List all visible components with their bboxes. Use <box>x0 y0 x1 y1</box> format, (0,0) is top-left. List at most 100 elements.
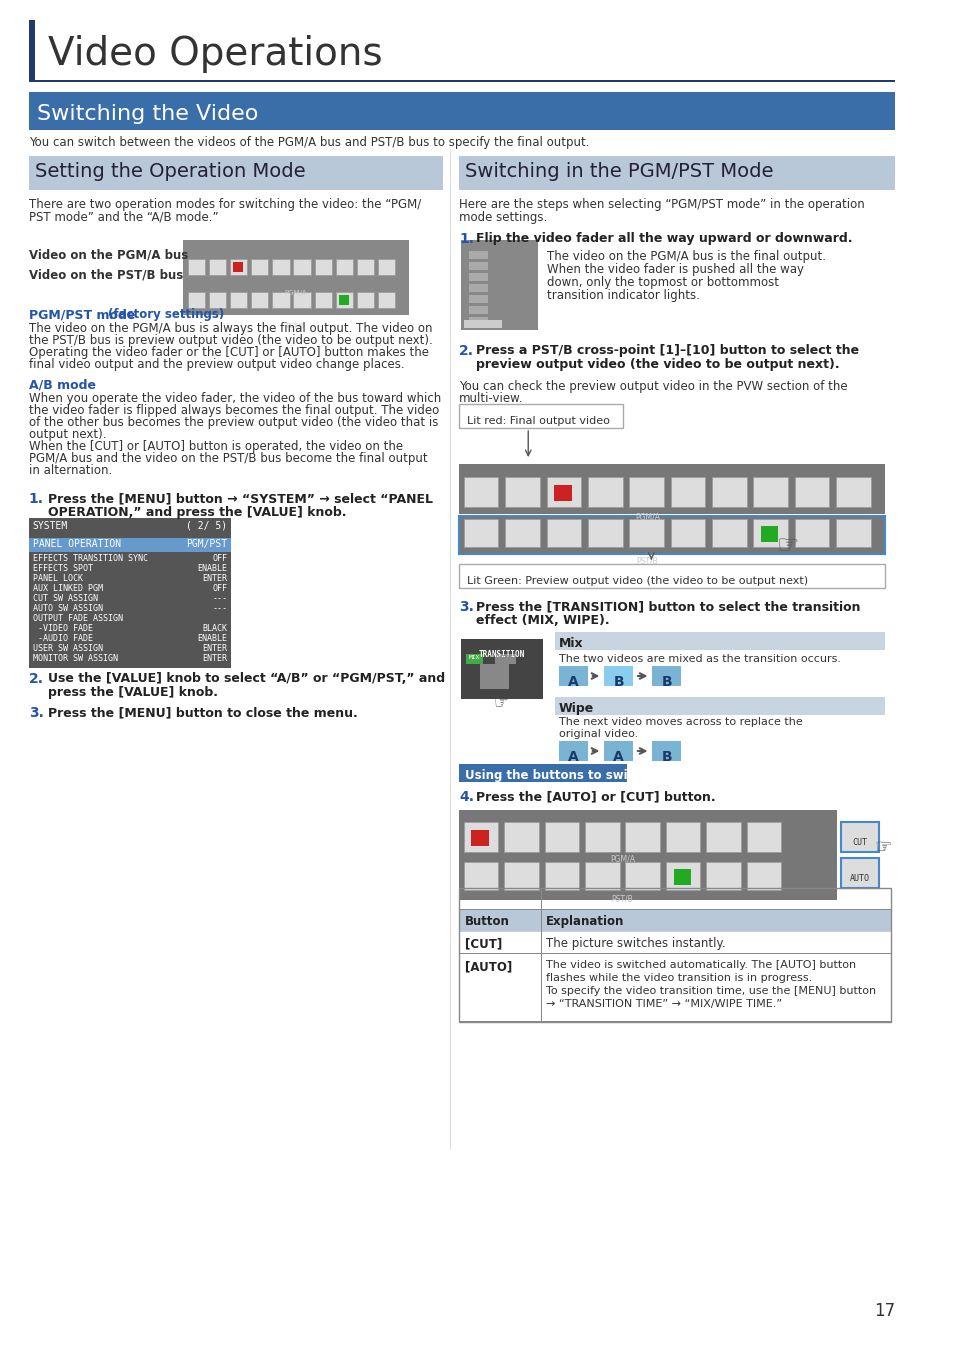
Bar <box>294 259 311 275</box>
Bar <box>753 477 787 508</box>
Text: The video on the PGM/A bus is the final output.: The video on the PGM/A bus is the final … <box>547 250 825 263</box>
Text: A: A <box>613 751 623 764</box>
Text: MIX: MIX <box>468 655 479 660</box>
Bar <box>251 292 268 308</box>
Text: You can check the preview output video in the PVW section of the: You can check the preview output video i… <box>458 379 846 393</box>
Bar <box>463 863 497 890</box>
Bar <box>458 810 836 900</box>
Text: AUTO: AUTO <box>849 873 869 883</box>
Bar <box>335 259 353 275</box>
Text: MONITOR SW ASSIGN: MONITOR SW ASSIGN <box>32 653 117 663</box>
Bar <box>711 518 746 547</box>
Text: PGM/PST mode: PGM/PST mode <box>29 308 139 321</box>
Bar <box>546 518 580 547</box>
Bar <box>558 741 587 761</box>
Text: mode settings.: mode settings. <box>458 211 547 224</box>
Bar <box>505 477 539 508</box>
Bar <box>463 518 497 547</box>
Text: A: A <box>567 751 578 764</box>
Bar <box>251 259 268 275</box>
Bar <box>209 292 226 308</box>
Text: PGM/A: PGM/A <box>284 290 306 296</box>
Text: [AUTO]: [AUTO] <box>464 960 512 973</box>
Bar <box>335 292 353 308</box>
Bar <box>460 240 537 329</box>
Bar <box>760 526 778 541</box>
Bar <box>625 863 659 890</box>
Text: PST/B: PST/B <box>636 556 658 566</box>
Text: ( 2/ 5): ( 2/ 5) <box>186 521 227 531</box>
Bar <box>625 822 659 852</box>
Text: CUT SW ASSIGN: CUT SW ASSIGN <box>32 594 97 603</box>
Text: When the video fader is pushed all the way: When the video fader is pushed all the w… <box>547 263 803 275</box>
Text: preview output video (the video to be output next).: preview output video (the video to be ou… <box>476 358 839 371</box>
Text: When the [CUT] or [AUTO] button is operated, the video on the: When the [CUT] or [AUTO] button is opera… <box>29 440 402 454</box>
Bar <box>377 292 395 308</box>
Bar <box>356 259 374 275</box>
Text: Press the [TRANSITION] button to select the transition: Press the [TRANSITION] button to select … <box>476 599 860 613</box>
Text: 4.: 4. <box>458 790 474 805</box>
Text: → “TRANSITION TIME” → “MIX/WIPE TIME.”: → “TRANSITION TIME” → “MIX/WIPE TIME.” <box>545 999 781 1008</box>
Bar <box>294 292 311 308</box>
Bar <box>746 822 781 852</box>
Text: PGM/A: PGM/A <box>609 855 635 863</box>
Text: Press the [MENU] button to close the menu.: Press the [MENU] button to close the men… <box>48 706 357 720</box>
Text: ENTER: ENTER <box>202 644 227 653</box>
Text: You can switch between the videos of the PGM/A bus and PST/B bus to specify the : You can switch between the videos of the… <box>29 136 589 148</box>
Bar <box>670 477 704 508</box>
Bar <box>377 259 395 275</box>
Text: effect (MIX, WIPE).: effect (MIX, WIPE). <box>476 614 609 626</box>
Bar <box>555 697 884 716</box>
Text: Use the [VALUE] knob to select “A/B” or “PGM/PST,” and: Use the [VALUE] knob to select “A/B” or … <box>48 672 445 684</box>
Text: B: B <box>660 751 672 764</box>
Text: 1.: 1. <box>29 491 44 506</box>
Text: Switching in the PGM/PST Mode: Switching in the PGM/PST Mode <box>464 162 773 181</box>
Bar <box>29 20 34 80</box>
Text: PST/B: PST/B <box>285 323 305 329</box>
Bar <box>705 863 740 890</box>
Bar <box>711 477 746 508</box>
Bar <box>465 653 482 664</box>
Bar <box>272 259 290 275</box>
Text: BLACK: BLACK <box>202 624 227 633</box>
Text: flashes while the video transition is in progress.: flashes while the video transition is in… <box>545 973 811 983</box>
Bar <box>463 320 501 328</box>
Bar <box>665 863 700 890</box>
Bar <box>460 639 542 699</box>
Text: PGM/A: PGM/A <box>635 512 659 521</box>
Text: Press a PST/B cross-point [1]–[10] button to select the: Press a PST/B cross-point [1]–[10] butto… <box>476 344 859 356</box>
Text: To specify the video transition time, use the [MENU] button: To specify the video transition time, us… <box>545 986 875 996</box>
Text: 2.: 2. <box>458 344 474 358</box>
Text: PGM/A bus and the video on the PST/B bus become the final output: PGM/A bus and the video on the PST/B bus… <box>29 452 427 464</box>
Bar <box>840 822 879 852</box>
Bar <box>29 80 894 82</box>
Text: ENTER: ENTER <box>202 653 227 663</box>
Text: When you operate the video fader, the video of the bus toward which: When you operate the video fader, the vi… <box>29 392 440 405</box>
Text: the video fader is flipped always becomes the final output. The video: the video fader is flipped always become… <box>29 404 438 417</box>
Text: SYSTEM: SYSTEM <box>32 521 68 531</box>
Bar <box>629 518 663 547</box>
Text: AUTO SW ASSIGN: AUTO SW ASSIGN <box>32 603 103 613</box>
Text: Press the [MENU] button → “SYSTEM” → select “PANEL: Press the [MENU] button → “SYSTEM” → sel… <box>48 491 433 505</box>
Text: EFFECTS SPOT: EFFECTS SPOT <box>32 564 92 572</box>
Bar <box>558 666 587 686</box>
Bar <box>233 262 243 271</box>
Bar <box>554 485 571 501</box>
Text: ENTER: ENTER <box>202 574 227 583</box>
Text: OPERATION,” and press the [VALUE] knob.: OPERATION,” and press the [VALUE] knob. <box>48 506 346 518</box>
Bar <box>29 518 231 536</box>
Text: EFFECTS TRANSITION SYNC: EFFECTS TRANSITION SYNC <box>32 554 148 563</box>
Bar <box>494 653 516 664</box>
Bar <box>29 518 231 668</box>
Bar <box>503 863 538 890</box>
Bar <box>587 518 622 547</box>
Bar <box>835 518 870 547</box>
Text: The next video moves across to replace the: The next video moves across to replace t… <box>558 717 801 728</box>
Bar <box>272 292 290 308</box>
Bar <box>584 822 619 852</box>
Bar <box>468 317 487 325</box>
Text: Mix: Mix <box>558 637 583 649</box>
Text: Using the buttons to switch: Using the buttons to switch <box>464 769 648 782</box>
Text: [CUT]: [CUT] <box>464 937 501 950</box>
Text: Press the [AUTO] or [CUT] button.: Press the [AUTO] or [CUT] button. <box>476 790 715 803</box>
